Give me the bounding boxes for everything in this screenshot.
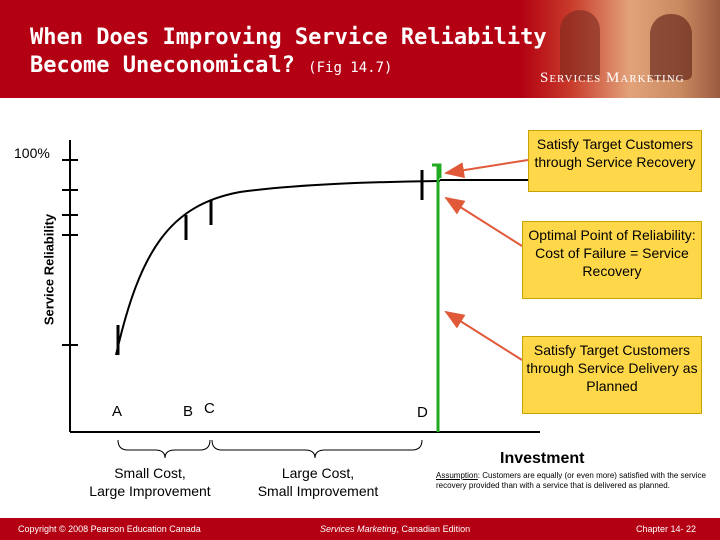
header-banner: Services Marketing When Does Improving S…	[0, 0, 720, 98]
point-d-label: D	[417, 404, 428, 421]
brace-small-cost	[117, 439, 211, 459]
assumption-label: Assumption	[436, 471, 478, 480]
point-c-label: C	[204, 400, 215, 417]
y-tick-100-label: 100%	[14, 145, 50, 161]
reliability-curve	[115, 180, 441, 356]
brace-large-cost	[211, 439, 423, 459]
footer-bar	[0, 518, 720, 540]
title-main: Become Uneconomical?	[30, 53, 295, 78]
arrow-planned	[444, 310, 523, 361]
callout-service-recovery: Satisfy Target Customers through Service…	[528, 130, 702, 192]
point-b-label: B	[183, 403, 194, 420]
small-cost-line: Small Cost,	[114, 465, 186, 481]
edition-rest: , Canadian Edition	[396, 524, 471, 534]
footer-edition: Services Marketing, Canadian Edition	[320, 524, 470, 534]
large-cost-line: Large Cost,	[281, 465, 355, 481]
arrow-recovery	[444, 159, 529, 179]
title-line-2: Become Uneconomical? (Fig 14.7)	[30, 52, 547, 82]
figure-ref: (Fig 14.7)	[308, 60, 393, 76]
y-axis-label: Service Reliability	[41, 213, 57, 326]
x-axis-label: Investment	[500, 450, 585, 467]
photo-person	[650, 14, 692, 80]
optimal-point-hook	[432, 163, 442, 178]
assumption-text: : Customers are equally (or even more) s…	[436, 471, 706, 490]
y-ticks	[62, 159, 78, 346]
footer-copyright: Copyright © 2008 Pearson Education Canad…	[18, 524, 201, 534]
curve-ticks	[116, 170, 424, 355]
callout-service-planned: Satisfy Target Customers through Service…	[522, 336, 702, 414]
point-a-label: A	[112, 403, 123, 420]
small-improvement-line: Small Improvement	[257, 483, 379, 499]
brand-logo: Services Marketing	[540, 70, 685, 86]
edition-title: Services Marketing	[320, 524, 397, 534]
footer-chapter: Chapter 14- 22	[636, 524, 697, 534]
large-cost-label: Large Cost, Small Improvement	[228, 464, 408, 500]
small-cost-label: Small Cost, Large Improvement	[60, 464, 240, 500]
slide-title: When Does Improving Service Reliability …	[30, 24, 547, 82]
large-improvement-line: Large Improvement	[89, 483, 211, 499]
arrow-optimal	[444, 196, 523, 247]
callout-optimal-point: Optimal Point of Reliability: Cost of Fa…	[522, 221, 702, 299]
photo-person	[560, 10, 600, 80]
title-line-1: When Does Improving Service Reliability	[30, 25, 547, 50]
assumption-note: Assumption: Customers are equally (or ev…	[436, 471, 706, 491]
